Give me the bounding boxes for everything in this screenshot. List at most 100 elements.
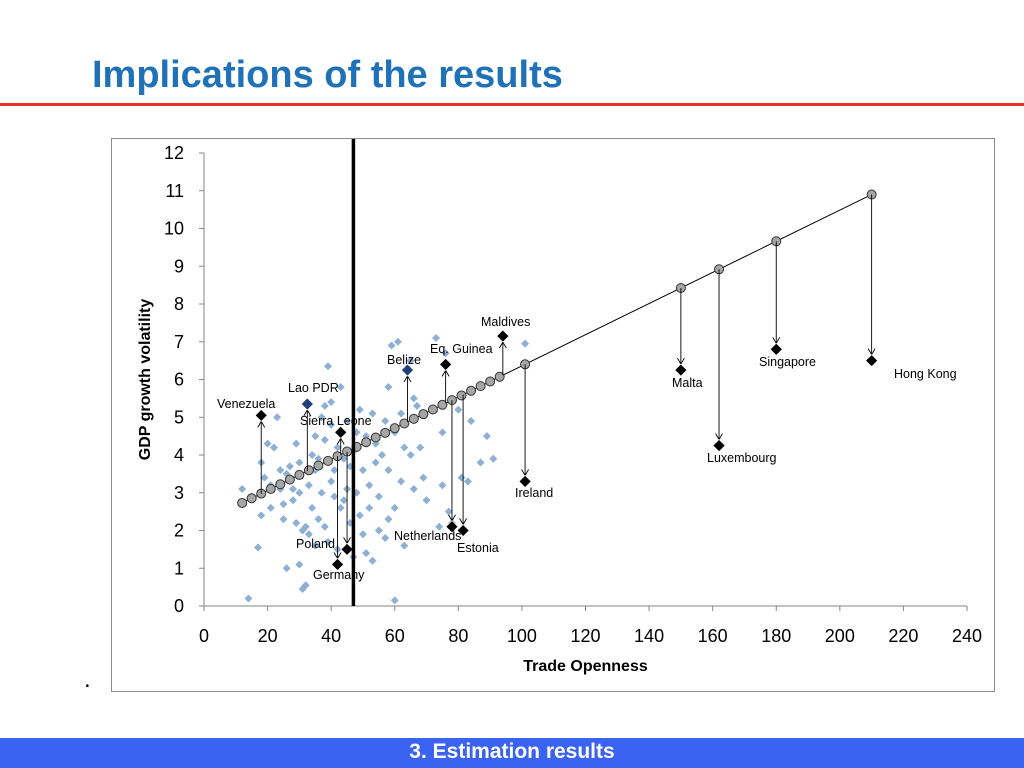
y-tick-label: 7 (174, 332, 184, 352)
x-tick-label: 200 (825, 626, 855, 646)
scatter-point (441, 349, 450, 358)
x-tick-label: 40 (321, 626, 341, 646)
fitted-point (361, 437, 372, 448)
scatter-point (279, 500, 288, 509)
fitted-point (237, 497, 248, 508)
scatter-point (390, 596, 399, 605)
x-tick-label: 180 (761, 626, 791, 646)
scatter-point (336, 503, 345, 512)
fitted-point (418, 409, 429, 420)
x-tick-label: 240 (952, 626, 982, 646)
scatter-point (292, 439, 301, 448)
scatter-point (406, 451, 415, 459)
country-marker (334, 425, 348, 439)
fitted-point (313, 460, 324, 471)
slide-title: Implications of the results (92, 54, 563, 96)
scatter-point (422, 496, 431, 505)
y-tick-label: 9 (174, 256, 184, 276)
y-tick-label: 4 (174, 445, 184, 465)
scatter-point (482, 432, 491, 441)
fitted-point (284, 474, 295, 485)
country-arrows (257, 194, 876, 565)
fitted-point (466, 385, 477, 396)
country-marker (712, 439, 726, 452)
fitted-point (303, 465, 314, 476)
scatter-point (269, 443, 278, 452)
country-label: Singapore (759, 355, 816, 369)
scatter-point (374, 526, 383, 535)
country-marker (445, 520, 459, 534)
y-tick-label: 1 (174, 558, 184, 578)
country-labels: Venezuela Lao PDR Sierra Leone Poland German… (217, 315, 957, 582)
scatter-point (314, 515, 323, 524)
scatter-point (266, 503, 275, 512)
y-tick-label: 8 (174, 294, 184, 314)
x-tick-label: 140 (634, 626, 664, 646)
scatter-point (457, 473, 466, 482)
scatter-point (365, 503, 374, 512)
scatter-point (292, 518, 301, 527)
x-tick-label: 80 (448, 626, 468, 646)
scatter-point (390, 503, 399, 512)
country-label: Venezuela (217, 397, 275, 411)
y-tick-label: 0 (174, 596, 184, 616)
scatter-point (282, 564, 291, 573)
fitted-point (456, 390, 467, 401)
fitted-point (370, 432, 381, 443)
scatter-point (413, 401, 422, 410)
scatter-point (355, 405, 364, 414)
scatter-point (343, 417, 352, 426)
x-tick-label: 160 (698, 626, 728, 646)
scatter-point (365, 481, 374, 490)
scatter-point (476, 458, 485, 467)
scatter-point (320, 435, 329, 444)
scatter-point (301, 581, 310, 590)
scatter-point (238, 484, 247, 493)
scatter-point (387, 341, 396, 350)
fitted-point (246, 493, 257, 504)
scatter-point (384, 466, 393, 475)
scatter-point (454, 405, 463, 414)
x-axis-label: Trade Openness (523, 658, 648, 675)
scatter-series (238, 333, 530, 605)
scatter-point (304, 530, 313, 539)
fitted-point (275, 479, 286, 490)
scatter-point (320, 401, 329, 410)
scatter-point (327, 420, 336, 429)
scatter-point (330, 492, 339, 501)
scatter-point (368, 556, 377, 565)
x-tick-label: 120 (570, 626, 600, 646)
scatter-point (368, 409, 377, 418)
fitted-point (494, 371, 505, 382)
fitted-point (294, 469, 305, 480)
country-markers (254, 329, 879, 571)
scatter-point (301, 522, 310, 531)
scatter-point (432, 333, 441, 342)
fitted-point (475, 381, 486, 392)
y-tick-label: 2 (174, 521, 184, 541)
scatter-point (295, 458, 304, 467)
country-label: Eq. Guinea (430, 342, 493, 356)
scatter-point (521, 339, 530, 348)
scatter-point (308, 451, 317, 459)
fitted-point (265, 483, 276, 494)
country-label: Belize (387, 353, 421, 367)
scatter-point (314, 454, 323, 463)
scatter-point (374, 492, 383, 501)
country-marker (769, 342, 783, 356)
country-label: Hong Kong (894, 367, 957, 381)
country-marker (496, 329, 510, 343)
scatter-point (308, 503, 317, 512)
fitted-point (427, 404, 438, 415)
fitted-line-series (237, 189, 877, 508)
country-label: Estonia (457, 541, 499, 555)
country-marker (674, 363, 688, 377)
scatter-point (295, 560, 304, 569)
scatter-point (358, 530, 367, 539)
country-label: Lao PDR (288, 381, 339, 395)
scatter-point (381, 534, 390, 543)
chart-frame: 0 1 2 3 4 5 6 7 8 9 10 11 12 0 20 40 60 80 100 120 140 160 180… (111, 138, 995, 692)
country-marker (518, 475, 532, 488)
scatter-point (244, 594, 253, 603)
scatter-point (333, 443, 342, 452)
